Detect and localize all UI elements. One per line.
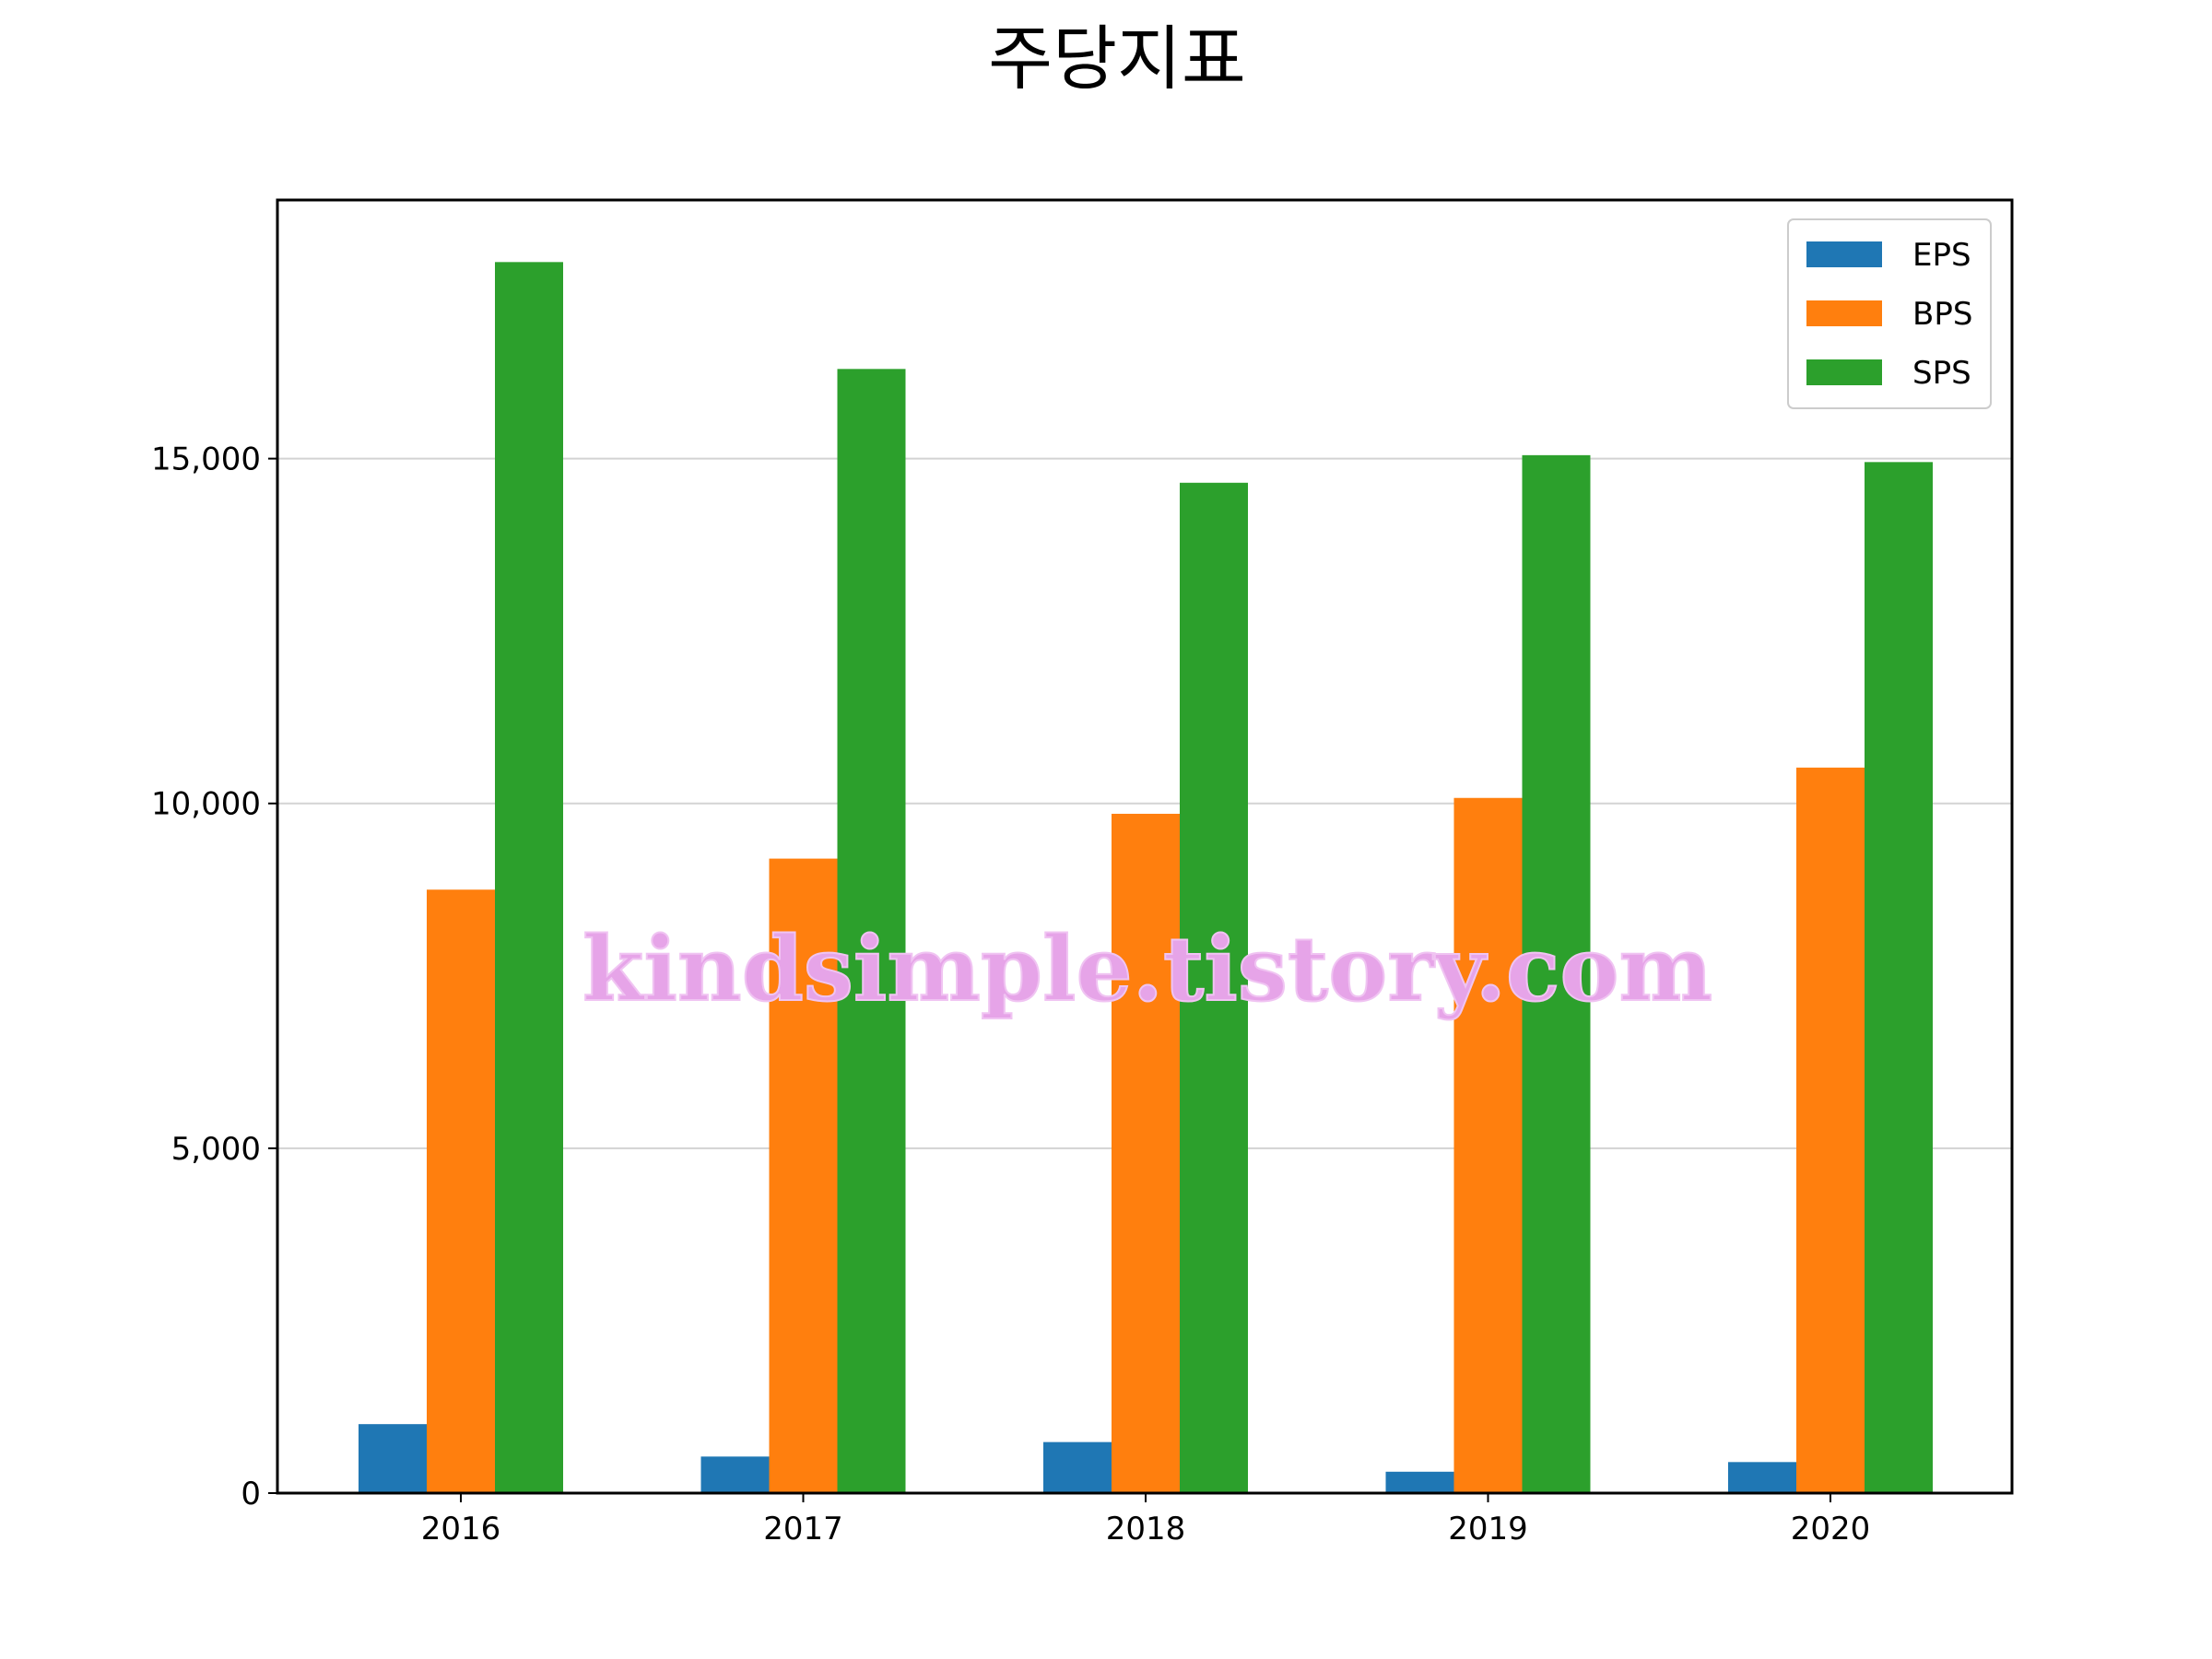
legend-swatch-bps [1806,300,1882,326]
x-tick-label: 2020 [1791,1511,1871,1547]
x-tick-label: 2016 [421,1511,501,1547]
watermark-text: kindsimple.tistory.com [582,917,1712,1021]
bar-sps-2019 [1522,454,1591,1494]
bar-bps-2016 [427,889,495,1493]
legend: EPS BPS SPS [1787,218,1992,409]
x-tick-label: 2019 [1448,1511,1528,1547]
bars [359,262,1933,1494]
bar-sps-2020 [1865,462,1933,1494]
bar-eps-2019 [1385,1471,1454,1493]
bar-bps-2020 [1796,767,1865,1493]
y-axis: 0 5,000 10,000 15,000 [151,441,277,1512]
bar-eps-2020 [1728,1462,1796,1493]
legend-label-bps: BPS [1912,296,1972,333]
x-tick-label: 2018 [1106,1511,1186,1547]
bar-eps-2018 [1043,1441,1112,1493]
y-tick-label: 0 [241,1476,261,1512]
legend-label-eps: EPS [1912,237,1971,274]
bar-sps-2016 [495,262,563,1493]
y-tick-label: 10,000 [151,786,261,823]
bar-sps-2018 [1180,482,1248,1493]
y-tick-label: 15,000 [151,441,261,478]
x-axis: 2016 2017 2018 2019 2020 [421,1493,1871,1547]
bar-eps-2017 [700,1456,770,1493]
legend-label-sps: SPS [1912,355,1971,392]
bar-bps-2017 [769,858,838,1493]
bar-eps-2016 [359,1424,427,1493]
legend-swatch-sps [1806,359,1882,385]
bar-bps-2018 [1112,813,1180,1493]
y-tick-label: 5,000 [171,1131,261,1168]
bar-bps-2019 [1453,797,1523,1493]
bar-sps-2017 [837,369,906,1494]
x-tick-label: 2017 [763,1511,843,1547]
legend-swatch-eps [1806,241,1882,267]
chart-title: 주당지표 [988,18,1246,100]
